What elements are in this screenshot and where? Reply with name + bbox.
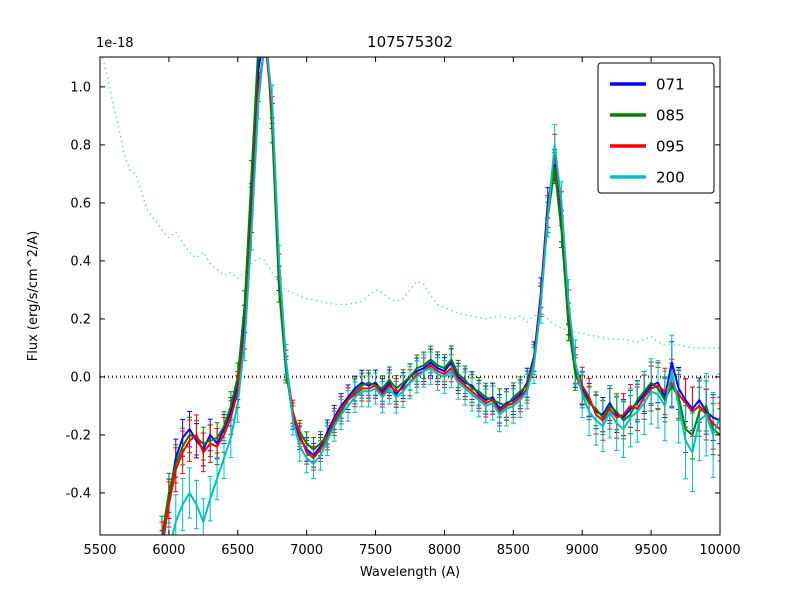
x-tick-label: 9000 [566, 543, 599, 558]
y-tick-label: 0.0 [70, 370, 91, 385]
x-tick-label: 8000 [428, 543, 461, 558]
y-tick-label: -0.2 [66, 428, 91, 443]
y-tick-label: 0.4 [70, 254, 91, 269]
y-tick-label: 0.2 [70, 312, 91, 327]
x-axis-label: Wavelength (A) [360, 565, 460, 580]
legend-label-200: 200 [656, 169, 685, 187]
x-tick-label: 7000 [290, 543, 323, 558]
x-tick-label: 9500 [635, 543, 668, 558]
x-tick-label: 6000 [152, 543, 185, 558]
series-line-200 [171, 57, 720, 535]
y-tick-label: 0.6 [70, 196, 91, 211]
x-tick-label: 10000 [699, 543, 740, 558]
y-tick-label: 1.0 [70, 80, 91, 95]
axes-frame [99, 56, 721, 536]
x-tick-label: 7500 [359, 543, 392, 558]
legend: 071 085 095 200 [597, 62, 715, 194]
x-tick-label: 5500 [83, 543, 116, 558]
chart-title: 107575302 [367, 33, 453, 51]
y-axis-offset-text: 1e-18 [96, 36, 134, 51]
y-tick-label: -0.4 [66, 486, 91, 501]
legend-label-085: 085 [656, 107, 685, 125]
y-axis-label: Flux (erg/s/cm^2/A) [26, 231, 41, 361]
plot-area [100, 57, 720, 535]
legend-box [597, 62, 715, 194]
legend-label-095: 095 [656, 138, 685, 156]
noise-curve [102, 57, 720, 349]
ticks [99, 57, 721, 535]
series-line-085 [161, 57, 720, 535]
y-tick-label: 0.8 [70, 138, 91, 153]
x-tick-label: 6500 [221, 543, 254, 558]
legend-label-071: 071 [656, 76, 685, 94]
x-tick-label: 8500 [497, 543, 530, 558]
